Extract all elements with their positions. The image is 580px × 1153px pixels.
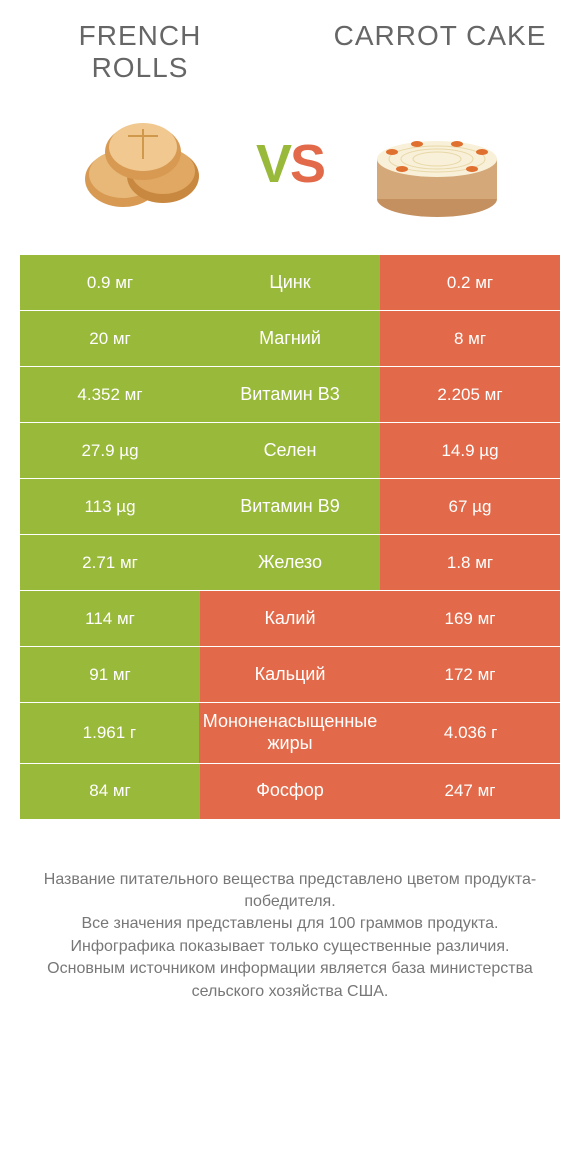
carrot-cake-icon [362,104,512,224]
right-food-image-slot [324,104,550,224]
left-value-cell: 114 мг [20,591,200,646]
left-title-col: FRENCH ROLLS [30,20,290,84]
nutrient-name-cell: Магний [200,311,380,366]
left-value-cell: 1.961 г [20,703,199,762]
footnote-line: Название питательного вещества представл… [20,869,560,914]
table-row: 27.9 µgСелен14.9 µg [20,422,560,478]
left-food-image-slot [30,104,256,224]
left-value-cell: 2.71 мг [20,535,200,590]
table-row: 2.71 мгЖелезо1.8 мг [20,534,560,590]
right-value-cell: 67 µg [380,479,560,534]
left-value-cell: 4.352 мг [20,367,200,422]
table-row: 114 мгКалий169 мг [20,590,560,646]
right-value-cell: 172 мг [380,647,560,702]
footnote-line: Основным источником информации является … [20,958,560,1003]
nutrient-name-cell: Калий [200,591,380,646]
comparison-table: 0.9 мгЦинк0.2 мг20 мгМагний8 мг4.352 мгВ… [0,254,580,818]
right-value-cell: 4.036 г [381,703,560,762]
right-value-cell: 2.205 мг [380,367,560,422]
left-food-title: FRENCH ROLLS [30,20,250,84]
nutrient-name-cell: Витамин B3 [200,367,380,422]
table-row: 1.961 гМононенасыщенные жиры4.036 г [20,702,560,762]
table-row: 0.9 мгЦинк0.2 мг [20,254,560,310]
footnote-line: Инфографика показывает только существенн… [20,936,560,958]
left-value-cell: 113 µg [20,479,200,534]
right-value-cell: 169 мг [380,591,560,646]
nutrient-name-cell: Кальций [200,647,380,702]
right-food-title: CARROT CAKE [330,20,550,52]
footnote: Название питательного вещества представл… [0,819,580,1003]
right-value-cell: 8 мг [380,311,560,366]
right-title-col: CARROT CAKE [290,20,550,52]
table-row: 84 мгФосфор247 мг [20,763,560,819]
nutrient-name-cell: Фосфор [200,764,380,819]
french-rolls-icon [68,104,218,224]
header: FRENCH ROLLS CARROT CAKE [0,0,580,84]
table-row: 113 µgВитамин B967 µg [20,478,560,534]
nutrient-name-cell: Мононенасыщенные жиры [199,703,381,762]
left-value-cell: 0.9 мг [20,255,200,310]
nutrient-name-cell: Железо [200,535,380,590]
nutrient-name-cell: Цинк [200,255,380,310]
left-value-cell: 91 мг [20,647,200,702]
left-value-cell: 27.9 µg [20,423,200,478]
vs-v: V [256,133,290,195]
vs-label: VS [256,133,324,195]
left-value-cell: 84 мг [20,764,200,819]
nutrient-name-cell: Селен [200,423,380,478]
left-value-cell: 20 мг [20,311,200,366]
right-value-cell: 1.8 мг [380,535,560,590]
right-value-cell: 0.2 мг [380,255,560,310]
right-value-cell: 247 мг [380,764,560,819]
table-row: 4.352 мгВитамин B32.205 мг [20,366,560,422]
footnote-line: Все значения представлены для 100 граммо… [20,913,560,935]
images-row: VS [0,84,580,254]
table-row: 91 мгКальций172 мг [20,646,560,702]
vs-s: S [290,133,324,195]
nutrient-name-cell: Витамин B9 [200,479,380,534]
right-value-cell: 14.9 µg [380,423,560,478]
table-row: 20 мгМагний8 мг [20,310,560,366]
